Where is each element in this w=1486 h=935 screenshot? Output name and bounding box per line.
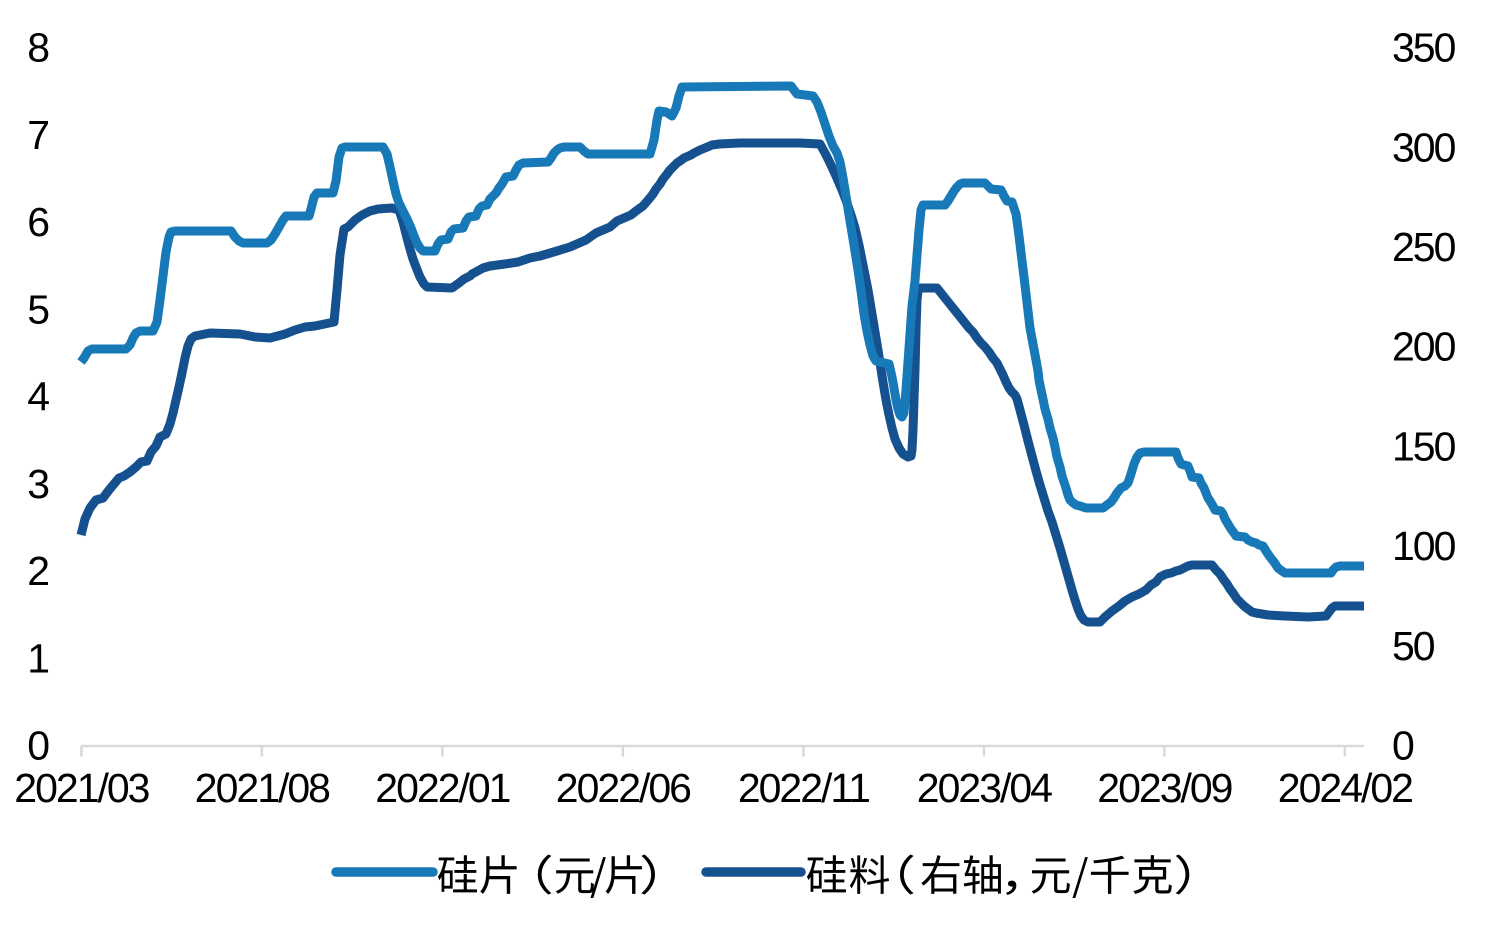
svg-text:2022/06: 2022/06 bbox=[556, 765, 690, 811]
svg-text:8: 8 bbox=[27, 25, 50, 71]
svg-text:4: 4 bbox=[27, 374, 50, 420]
svg-text:300: 300 bbox=[1392, 124, 1456, 170]
svg-text:2022/11: 2022/11 bbox=[738, 765, 869, 811]
svg-text:250: 250 bbox=[1392, 224, 1456, 270]
svg-text:5: 5 bbox=[27, 286, 50, 332]
svg-text:2: 2 bbox=[27, 548, 50, 594]
svg-text:0: 0 bbox=[27, 723, 50, 769]
svg-text:150: 150 bbox=[1392, 424, 1456, 470]
svg-text:1: 1 bbox=[27, 635, 50, 681]
svg-text:2023/09: 2023/09 bbox=[1097, 765, 1231, 811]
svg-text:2024/02: 2024/02 bbox=[1278, 765, 1412, 811]
svg-text:2021/03: 2021/03 bbox=[14, 765, 148, 811]
svg-text:6: 6 bbox=[27, 199, 50, 245]
svg-text:100: 100 bbox=[1392, 523, 1456, 569]
svg-text:200: 200 bbox=[1392, 324, 1456, 370]
svg-text:350: 350 bbox=[1392, 25, 1456, 71]
svg-text:0: 0 bbox=[1392, 723, 1414, 769]
svg-text:2021/08: 2021/08 bbox=[195, 765, 330, 811]
svg-text:7: 7 bbox=[27, 112, 50, 158]
svg-text:50: 50 bbox=[1392, 623, 1435, 669]
svg-text:2022/01: 2022/01 bbox=[375, 765, 509, 811]
svg-text:2023/04: 2023/04 bbox=[917, 765, 1052, 811]
svg-text:3: 3 bbox=[27, 461, 50, 507]
